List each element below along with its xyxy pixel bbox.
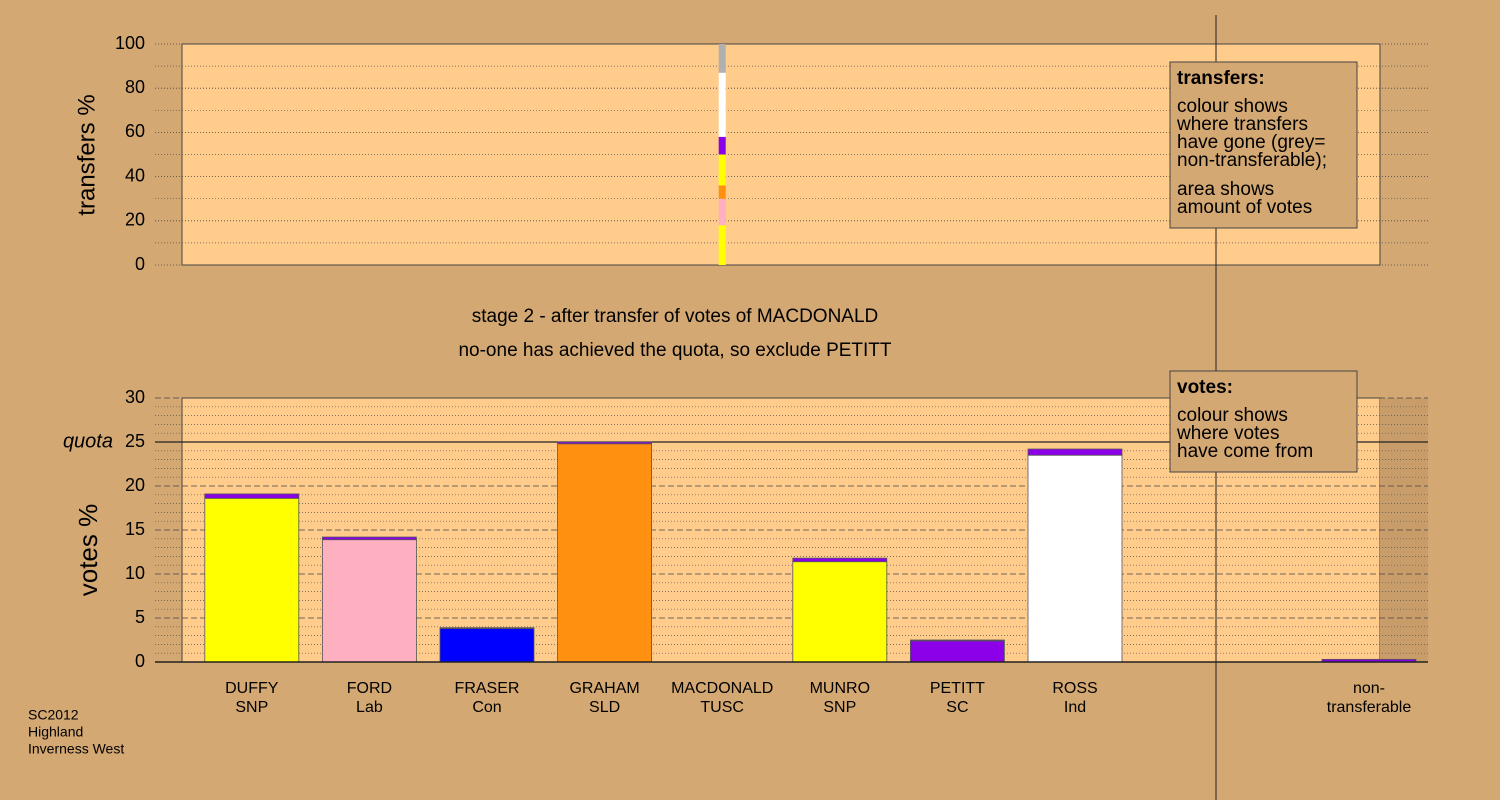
- bar-segment: [1027, 454, 1123, 663]
- legend-text: area shows: [1177, 179, 1274, 200]
- bar-segment: [557, 443, 652, 663]
- transfer-segment: [718, 225, 726, 265]
- y-tick-label: 0: [135, 254, 145, 274]
- x-tick-label: SNP: [235, 699, 268, 716]
- legend-box: [1169, 370, 1358, 473]
- legend-text: where votes: [1176, 423, 1279, 444]
- bar-segment: [557, 441, 652, 445]
- chart-title: no-one has achieved the quota, so exclud…: [458, 340, 891, 361]
- y-tick-label: 5: [135, 607, 145, 627]
- x-tick-label: Lab: [356, 699, 383, 716]
- x-tick-label: DUFFY: [225, 680, 279, 697]
- y-tick-label: 80: [125, 77, 145, 97]
- legend-box: [1169, 61, 1358, 229]
- transfer-segment: [718, 44, 726, 73]
- y-tick-label: 0: [135, 651, 145, 671]
- legend-text: colour shows: [1177, 405, 1288, 426]
- x-tick-label: Ind: [1064, 699, 1086, 716]
- legend-text: non-transferable);: [1177, 150, 1327, 171]
- x-tick-label: MUNRO: [810, 680, 870, 697]
- transfer-segment: [718, 154, 726, 186]
- transfer-segment: [718, 185, 726, 199]
- footer-text: Highland: [28, 724, 83, 740]
- legend-text: colour shows: [1177, 96, 1288, 117]
- y-tick-label: 100: [115, 33, 145, 53]
- legend-title: transfers:: [1177, 68, 1265, 89]
- x-tick-label: non-: [1353, 680, 1385, 697]
- legend-text: amount of votes: [1177, 197, 1312, 218]
- y-tick-label: 60: [125, 121, 145, 141]
- bar-segment: [910, 640, 1005, 663]
- x-tick-label: GRAHAM: [569, 680, 639, 697]
- x-tick-label: Con: [472, 699, 501, 716]
- y-tick-label: 20: [125, 475, 145, 495]
- y-tick-label: 20: [125, 210, 145, 230]
- bar-segment: [321, 536, 417, 541]
- x-tick-label: PETITT: [930, 680, 985, 697]
- bar-segment: [1027, 448, 1123, 456]
- y-tick-label: 25: [125, 431, 145, 451]
- x-tick-label: transferable: [1327, 699, 1412, 716]
- x-tick-label: MACDONALD: [671, 680, 773, 697]
- bar-segment: [439, 627, 535, 629]
- y-axis-label: votes %: [73, 504, 103, 597]
- transfer-segment: [718, 198, 726, 226]
- x-tick-label: ROSS: [1052, 680, 1097, 697]
- quota-label: quota: [63, 430, 113, 452]
- x-tick-label: TUSC: [700, 699, 744, 716]
- bar-segment: [204, 493, 300, 499]
- x-tick-label: FORD: [347, 680, 392, 697]
- x-tick-label: FRASER: [455, 680, 520, 697]
- transfer-segment: [718, 72, 726, 137]
- bar-segment: [321, 539, 417, 663]
- y-tick-label: 10: [125, 563, 145, 583]
- bar-segment: [439, 628, 535, 663]
- legend-text: where transfers: [1176, 114, 1308, 135]
- y-axis-label: transfers %: [73, 94, 100, 215]
- footer-text: Inverness West: [28, 741, 124, 757]
- bar-segment: [910, 639, 1005, 642]
- legend-title: votes:: [1177, 377, 1233, 398]
- bar-segment: [792, 557, 888, 563]
- legend-text: have come from: [1177, 441, 1313, 462]
- x-tick-label: SC: [946, 699, 968, 716]
- legend-text: have gone (grey=: [1177, 132, 1325, 153]
- transfer-segment: [718, 136, 726, 155]
- chart-title: stage 2 - after transfer of votes of MAC…: [472, 306, 879, 327]
- footer-text: SC2012: [28, 707, 79, 723]
- y-tick-label: 40: [125, 165, 145, 185]
- x-tick-label: SLD: [589, 699, 620, 716]
- bar-segment: [204, 497, 300, 663]
- bar-segment: [792, 561, 888, 663]
- y-tick-label: 30: [125, 387, 145, 407]
- y-tick-label: 15: [125, 519, 145, 539]
- x-tick-label: SNP: [823, 699, 856, 716]
